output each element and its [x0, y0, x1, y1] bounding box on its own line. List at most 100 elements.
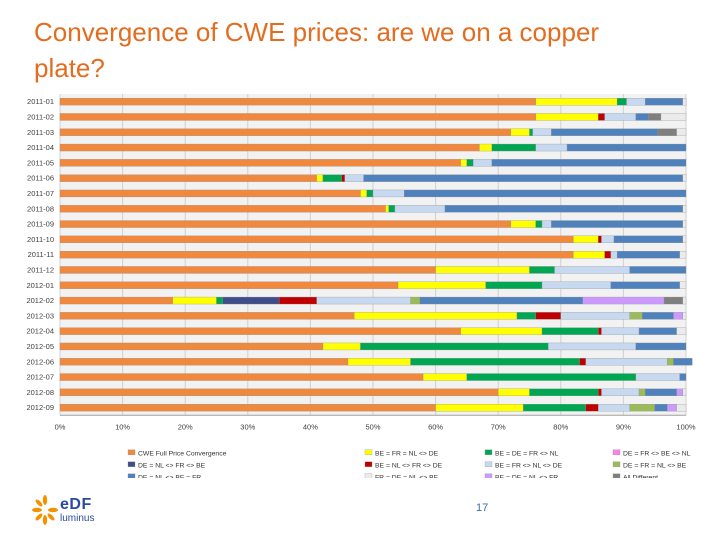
bar-segment: [579, 358, 586, 366]
bar-segment: [598, 113, 605, 121]
bar-segment: [682, 388, 687, 397]
legend-swatch: [484, 449, 493, 455]
bar-segment: [510, 128, 530, 136]
bar-segment: [535, 312, 561, 320]
bar-segment: [59, 189, 361, 198]
bar-segment: [59, 159, 461, 167]
bar-segment: [59, 296, 173, 305]
bar-segment: [676, 388, 684, 397]
legend-swatch: [127, 473, 136, 478]
bar-segment: [366, 189, 374, 198]
bar-segment: [682, 205, 687, 213]
y-tick-label: 2011-05: [27, 158, 54, 167]
bar-segment: [360, 189, 367, 198]
bar-segment: [444, 205, 684, 213]
bar-segment: [59, 266, 436, 274]
bar-segment: [498, 388, 530, 397]
y-tick-label: 2011-08: [27, 204, 54, 213]
bar-segment: [551, 128, 658, 136]
bar-segment: [372, 189, 405, 198]
bar-segment: [419, 296, 583, 305]
bar-segment: [682, 296, 687, 305]
legend-swatch: [612, 473, 621, 478]
bar-segment: [673, 312, 684, 320]
page-number: 17: [476, 502, 489, 514]
x-tick-label: 20%: [178, 422, 193, 431]
bar-segment: [460, 159, 468, 167]
legend-label: BE = FR = NL <> DE: [375, 450, 439, 457]
bar-segment: [635, 342, 687, 351]
bar-segment: [59, 342, 324, 351]
y-tick-label: 2011-09: [27, 220, 54, 229]
bar-segment: [278, 296, 317, 305]
y-tick-label: 2012-07: [26, 373, 54, 382]
bar-segment: [541, 327, 599, 335]
bar-segment: [573, 235, 599, 244]
y-tick-label: 2012-09: [26, 403, 54, 412]
bar-segment: [679, 373, 687, 381]
bar-segment: [682, 174, 687, 182]
legend-swatch: [364, 473, 373, 478]
bar-segment: [59, 113, 536, 121]
bar-segment: [604, 113, 637, 121]
bar-segment: [435, 266, 530, 274]
bar-segment: [532, 128, 552, 136]
bar-segment: [363, 174, 684, 182]
bar-segment: [638, 327, 677, 335]
bar-segment: [59, 373, 424, 381]
bar-segment: [657, 128, 677, 136]
bar-segment: [585, 358, 668, 366]
bar-segment: [523, 403, 586, 412]
x-tick-label: 80%: [553, 422, 568, 431]
bar-segment: [573, 250, 605, 259]
x-tick-label: 60%: [428, 422, 443, 431]
y-tick-label: 2011-01: [27, 97, 54, 106]
bar-segment: [485, 281, 543, 289]
bar-segment: [679, 250, 687, 259]
bar-segment: [516, 312, 536, 320]
bar-segment: [613, 235, 684, 244]
legend-label: DE = FR <> BE <> NL: [623, 450, 691, 457]
bar-segment: [172, 296, 217, 305]
bar-segment: [598, 403, 630, 412]
bar-segment: [59, 327, 461, 335]
bar-segment: [360, 342, 549, 351]
y-tick-label: 2012-02: [26, 296, 54, 305]
bar-segment: [682, 97, 687, 106]
legend-swatch: [364, 449, 373, 455]
y-tick-label: 2012-03: [26, 311, 54, 320]
bar-segment: [598, 388, 602, 397]
legend-label: DE = NL <> BE = FR: [138, 474, 201, 478]
bar-segment: [616, 250, 680, 259]
bar-segment: [59, 174, 317, 182]
x-tick-label: 70%: [491, 422, 506, 431]
x-tick-label: 10%: [115, 422, 130, 431]
bar-segment: [638, 388, 646, 397]
bar-segment: [654, 403, 668, 412]
bar-segment: [682, 312, 687, 320]
bar-segment: [667, 403, 677, 412]
bar-segment: [676, 327, 687, 335]
bar-segment: [648, 113, 662, 121]
logo-subtext: luminus: [60, 513, 95, 524]
bar-segment: [626, 97, 646, 106]
y-tick-label: 2011-06: [27, 174, 54, 183]
bar-segment: [635, 113, 649, 121]
bar-segment: [59, 128, 511, 136]
x-tick-label: 50%: [365, 422, 380, 431]
y-tick-label: 2012-08: [26, 388, 54, 397]
bar-segment: [541, 220, 552, 228]
bar-segment: [435, 403, 524, 412]
bar-segment: [582, 296, 665, 305]
bar-segment: [59, 250, 574, 259]
bar-segment: [535, 220, 543, 228]
bar-segment: [551, 220, 684, 228]
bar-segment: [673, 358, 693, 366]
bar-segment: [676, 128, 687, 136]
bar-segment: [679, 281, 687, 289]
bar-segment: [535, 97, 618, 106]
x-tick-label: 40%: [303, 422, 318, 431]
bar-segment: [404, 189, 687, 198]
bar-segment: [347, 358, 411, 366]
bar-segment: [529, 128, 533, 136]
